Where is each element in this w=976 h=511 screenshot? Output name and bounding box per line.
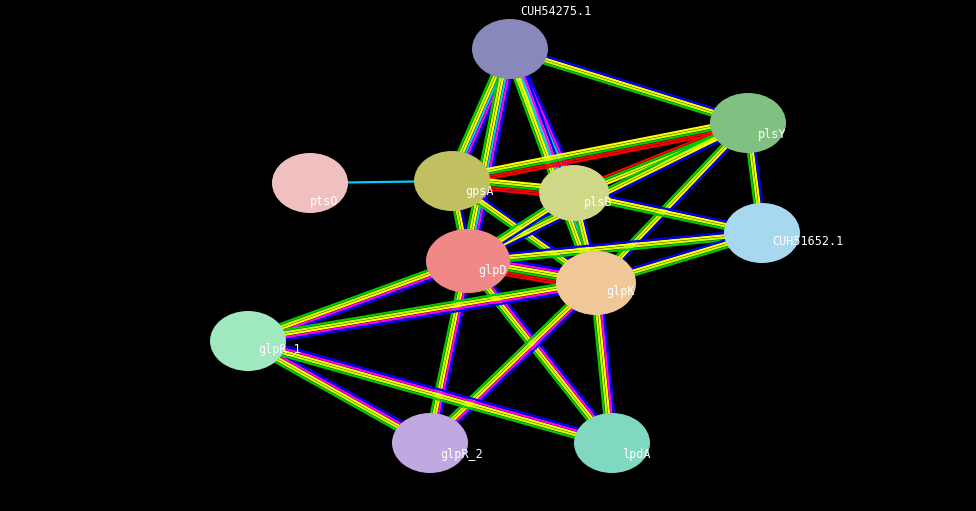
Text: plsY: plsY xyxy=(758,128,787,141)
Ellipse shape xyxy=(472,19,548,79)
Text: CUH54275.1: CUH54275.1 xyxy=(520,5,591,18)
Text: ptsO: ptsO xyxy=(310,195,339,208)
Ellipse shape xyxy=(574,413,650,473)
Ellipse shape xyxy=(426,229,510,293)
Text: glpK: glpK xyxy=(606,285,634,298)
Text: glpR_1: glpR_1 xyxy=(258,343,301,356)
Text: plsB: plsB xyxy=(584,196,613,209)
Ellipse shape xyxy=(272,153,348,213)
Ellipse shape xyxy=(414,151,490,211)
Ellipse shape xyxy=(724,203,800,263)
Text: glpD: glpD xyxy=(478,264,507,277)
Text: lpdA: lpdA xyxy=(622,448,650,461)
Ellipse shape xyxy=(556,251,636,315)
Text: CUH51652.1: CUH51652.1 xyxy=(772,235,843,248)
Ellipse shape xyxy=(710,93,786,153)
Ellipse shape xyxy=(539,165,609,221)
Ellipse shape xyxy=(392,413,468,473)
Text: gpsA: gpsA xyxy=(465,185,494,198)
Text: glpR_2: glpR_2 xyxy=(440,448,483,461)
Ellipse shape xyxy=(210,311,286,371)
